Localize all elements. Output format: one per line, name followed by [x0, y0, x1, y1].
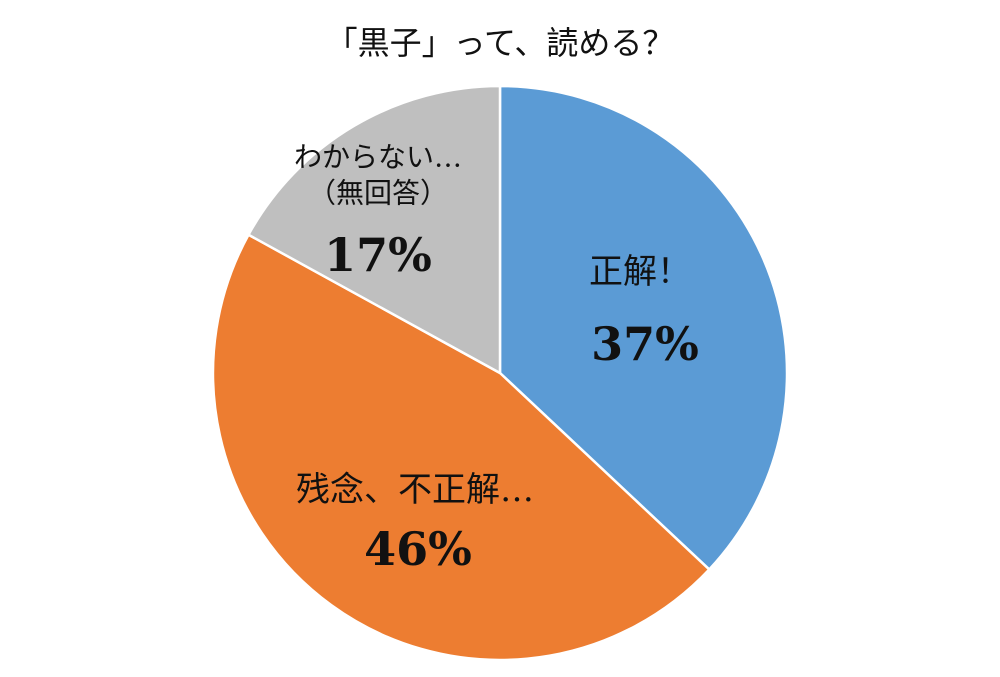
value-label: 46%: [364, 522, 472, 577]
chart-title: 「黒子」って、読める？: [325, 24, 675, 62]
pie-slice: [246, 84, 502, 376]
slice-label: 残念、不正解…: [296, 469, 534, 510]
pie-slice: [498, 84, 789, 572]
value-label: 17%: [324, 228, 432, 283]
value-label: 37%: [591, 317, 699, 372]
pie-slice: [211, 233, 711, 662]
slice-label: わからない… （無回答）: [293, 140, 463, 210]
slice-label: 正解！: [589, 251, 691, 292]
